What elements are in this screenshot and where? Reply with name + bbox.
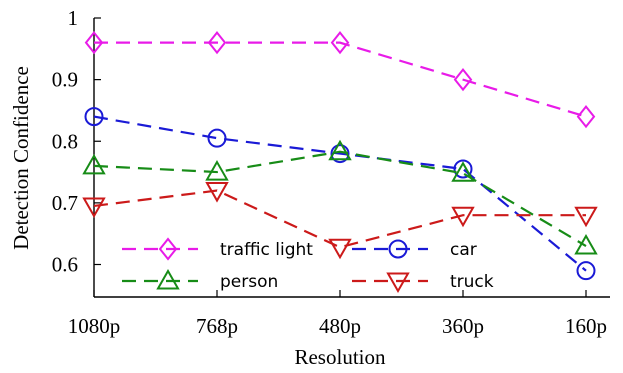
data-point-person <box>82 153 106 175</box>
legend-marker <box>158 237 178 261</box>
data-point-car <box>453 159 473 179</box>
legend-label: truck <box>450 272 494 292</box>
legend-item-traffic-light: traffic light <box>122 237 313 261</box>
legend-marker <box>388 239 408 259</box>
y-tick-label: 0.8 <box>52 129 78 153</box>
legend-item-person: person <box>122 268 278 292</box>
legend-label: person <box>220 272 278 292</box>
data-point-person <box>451 161 475 182</box>
data-point-truck <box>82 197 106 218</box>
data-point-traffic-light <box>330 31 350 55</box>
legend-marker <box>386 272 410 294</box>
x-tick-label: 160p <box>565 314 607 338</box>
legend: traffic light car person truck <box>122 237 494 294</box>
series-traffic-light <box>84 31 596 129</box>
data-point-car <box>576 261 596 281</box>
data-point-person <box>205 160 229 181</box>
data-point-truck <box>574 206 598 228</box>
data-point-car <box>84 107 104 127</box>
y-tick-label: 0.7 <box>52 191 78 215</box>
series-line-traffic-light <box>94 41 587 118</box>
data-point-traffic-light <box>207 31 227 55</box>
x-tick-label: 360p <box>442 314 484 338</box>
y-tick-label: 0.9 <box>52 68 78 92</box>
y-tick-label: 0.6 <box>52 253 78 277</box>
y-tick-label: 1 <box>68 6 79 30</box>
data-point-traffic-light <box>576 104 596 129</box>
data-point-car <box>207 128 227 148</box>
series-car <box>84 107 596 281</box>
data-point-person <box>574 233 598 255</box>
data-point-traffic-light <box>84 31 104 55</box>
data-point-truck <box>205 182 229 203</box>
series-truck <box>82 182 598 260</box>
ticks: 0.6 0.7 0.8 0.9 1 1080p 768p 480p 360p 160p <box>52 6 607 338</box>
series-line-car <box>93 115 587 272</box>
x-tick-label: 768p <box>196 314 238 338</box>
legend-item-truck: truck <box>352 272 494 294</box>
legend-label: traffic light <box>220 240 313 260</box>
legend-item-car: car <box>352 239 477 260</box>
series-line-person <box>93 150 587 247</box>
y-axis-title: Detection Confidence <box>9 66 33 250</box>
data-point-traffic-light <box>453 68 473 92</box>
legend-marker <box>156 268 180 290</box>
x-tick-label: 480p <box>319 314 361 338</box>
series-person <box>82 139 598 255</box>
data-point-car <box>330 144 350 164</box>
series-layer <box>82 31 598 281</box>
series-line-truck <box>93 189 586 249</box>
legend-label: car <box>450 240 477 260</box>
x-axis-title: Resolution <box>294 345 386 369</box>
data-point-truck <box>451 206 475 228</box>
data-point-truck <box>328 238 352 260</box>
x-tick-label: 1080p <box>68 314 121 338</box>
data-point-person <box>328 139 352 161</box>
